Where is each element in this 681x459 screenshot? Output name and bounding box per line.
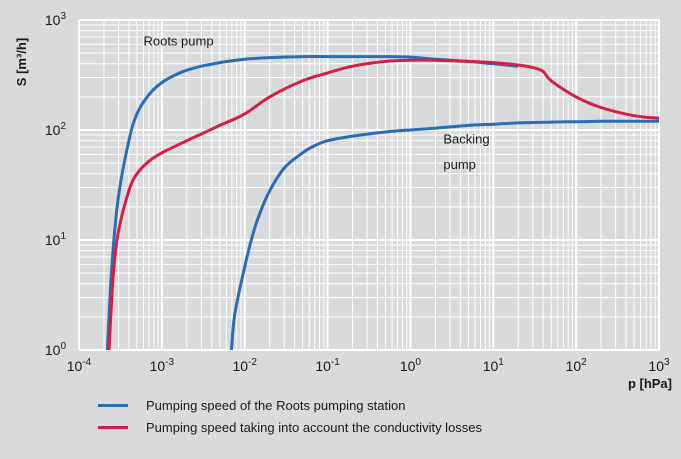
y-tick-label: 100 [45,341,67,358]
x-tick-labels: 10-4 10-3 10-2 10-1 100 101 102 103 [67,357,670,374]
x-tick-label: 102 [566,357,588,374]
x-tick-label: 10-4 [67,357,92,374]
x-tick-label: 101 [483,357,505,374]
legend: Pumping speed of the Roots pumping stati… [98,394,482,438]
x-tick-label: 10-3 [150,357,175,374]
legend-label: Pumping speed of the Roots pumping stati… [146,397,406,413]
legend-swatch-blue [98,403,128,407]
x-tick-label: 103 [648,357,670,374]
y-tick-label: 101 [45,231,67,248]
curves [105,55,660,351]
grid [78,19,660,351]
x-axis-label: p [hPa] [628,376,672,391]
annotations: Roots pump Backing pump [143,33,489,172]
roots-station-curve [105,55,519,351]
x-tick-label: 10-2 [232,357,257,374]
legend-item-conductivity: Pumping speed taking into account the co… [98,416,482,438]
x-tick-label: 10-1 [315,357,340,374]
y-tick-labels: 100 101 102 103 [45,11,67,358]
backing-label: Backing [443,131,489,146]
y-axis-label: S [m³/h] [14,38,29,86]
y-tick-label: 102 [45,121,67,138]
legend-item-roots-station: Pumping speed of the Roots pumping stati… [98,394,482,416]
roots-pump-label: Roots pump [143,33,213,48]
legend-swatch-red [98,425,128,429]
y-tick-label: 103 [45,11,67,28]
legend-label: Pumping speed taking into account the co… [146,419,483,435]
x-tick-label: 100 [400,357,422,374]
pump-label: pump [443,157,476,172]
backing-pump-curve [229,119,659,351]
conductivity-loss-curve [107,58,660,351]
